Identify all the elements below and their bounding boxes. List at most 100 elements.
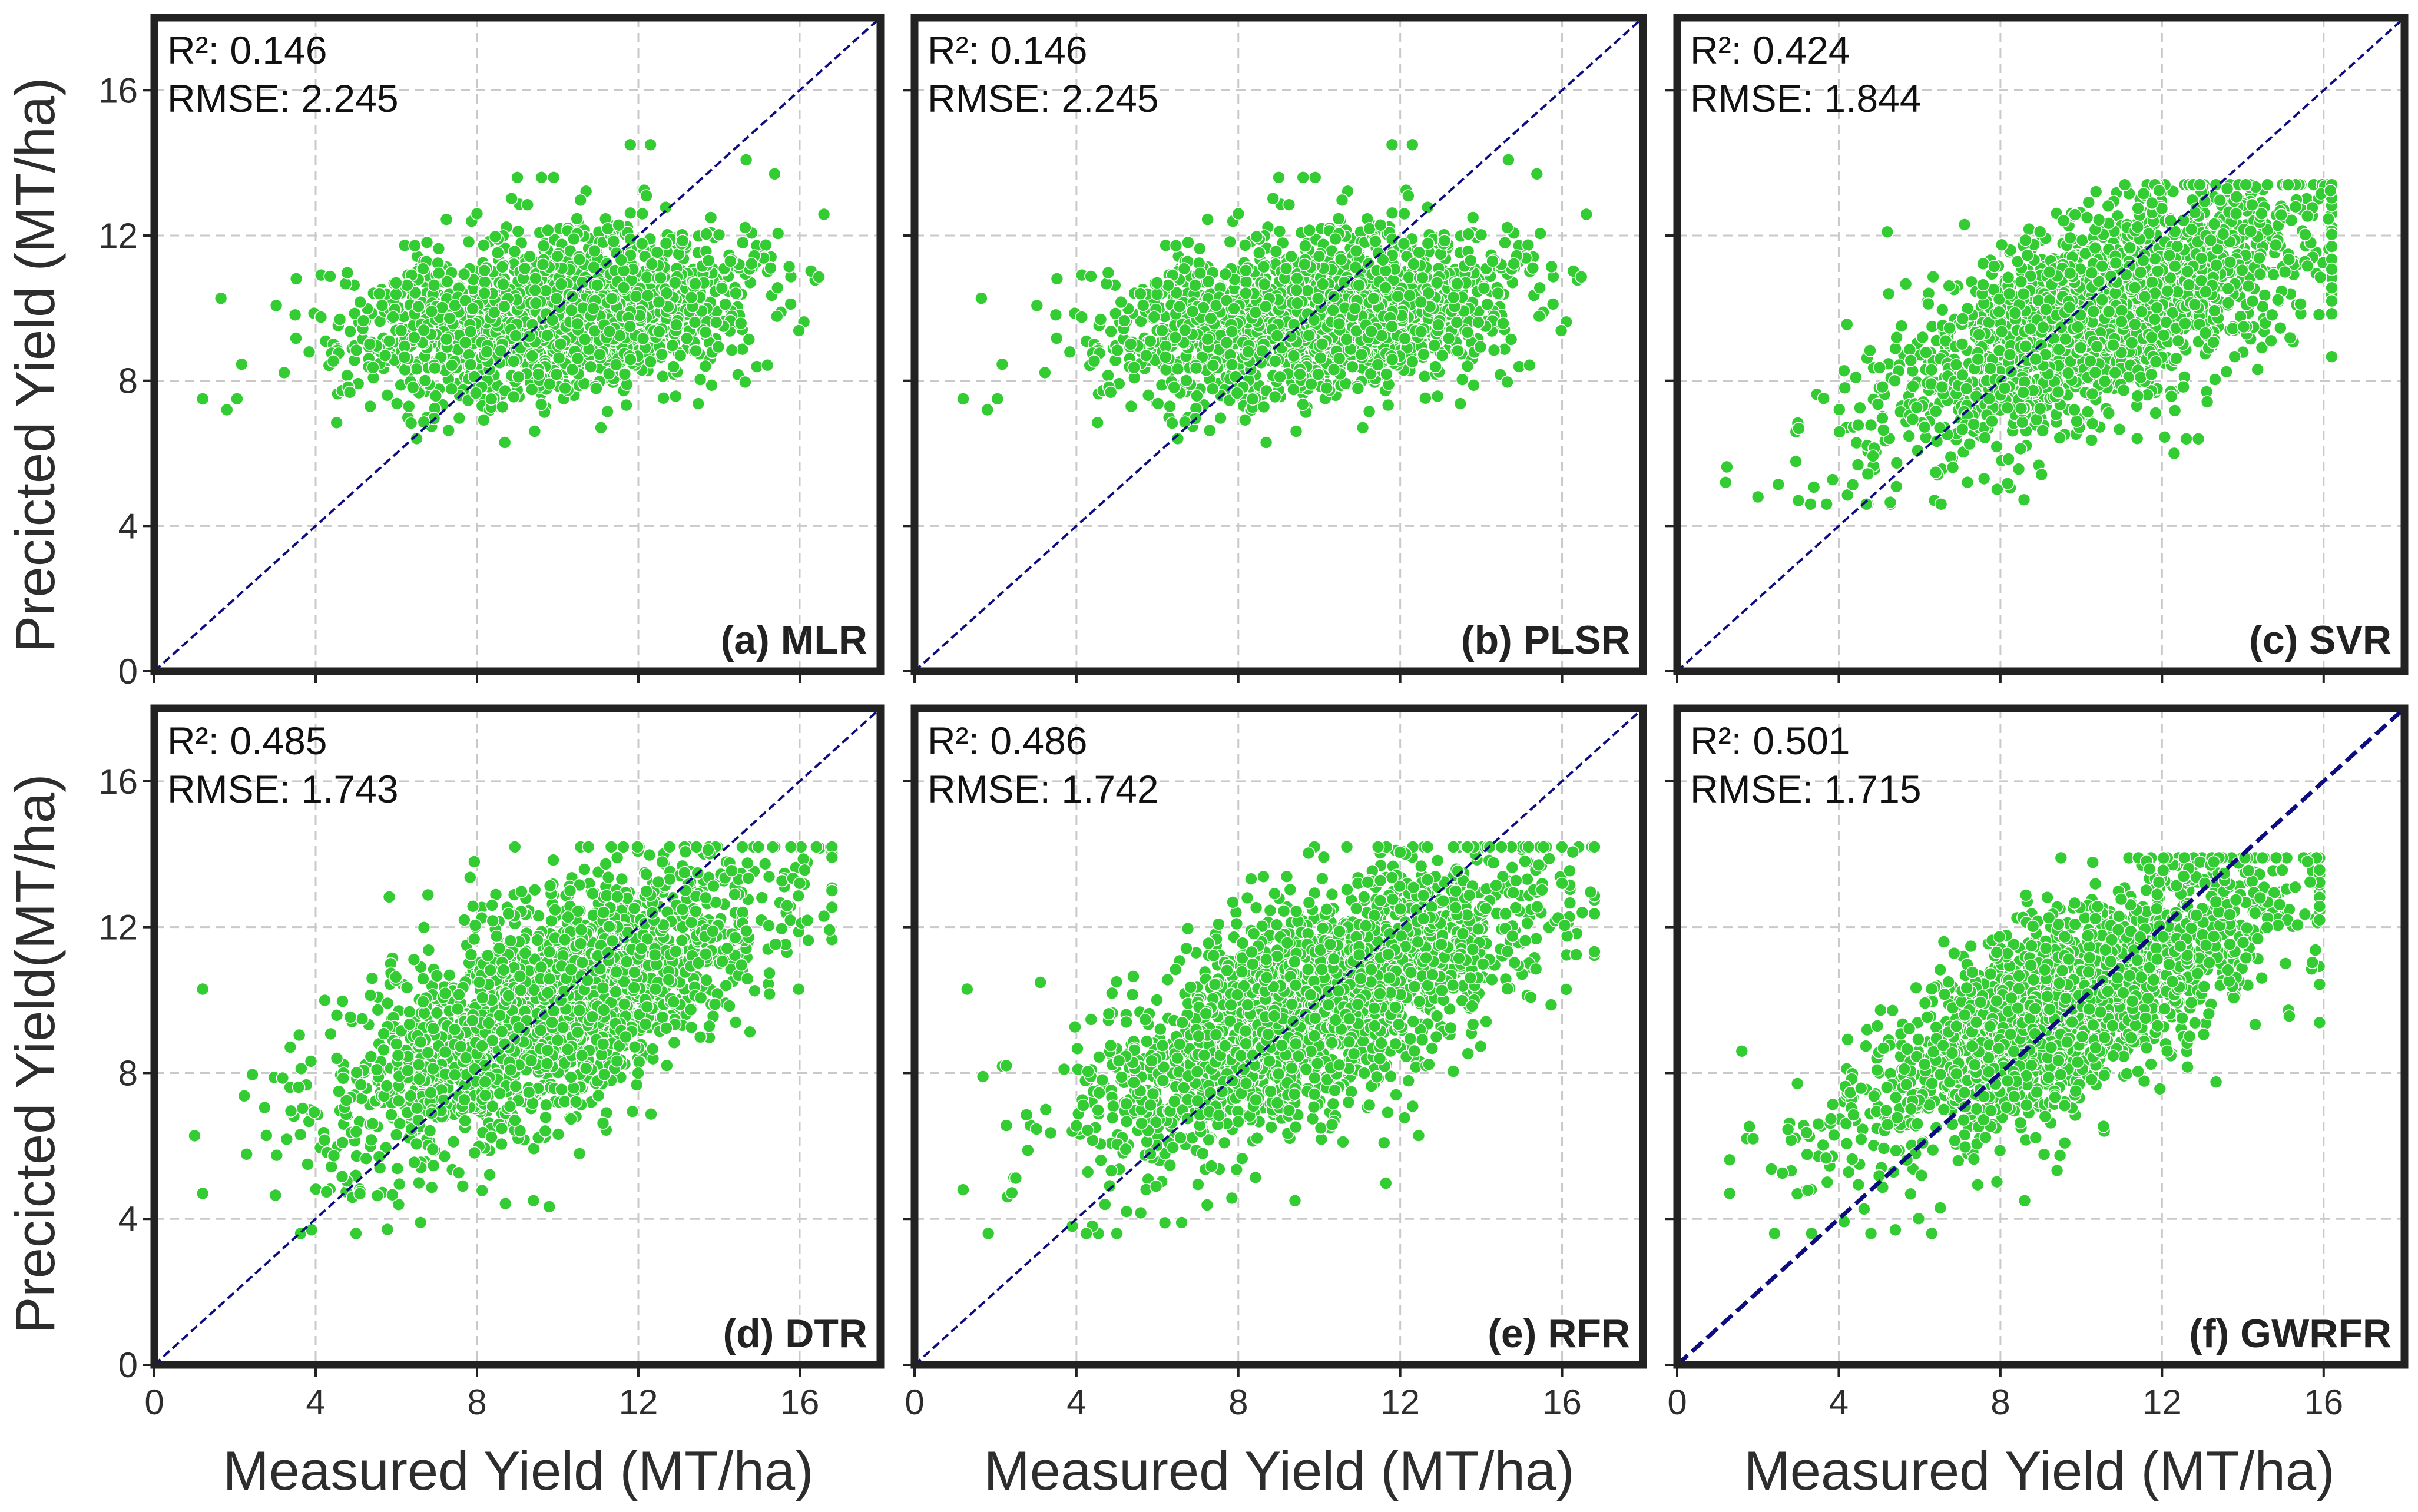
data-point: [1849, 370, 1863, 384]
data-point: [1268, 354, 1282, 368]
data-point: [554, 277, 568, 291]
data-point: [496, 277, 510, 291]
data-point: [688, 316, 702, 329]
data-point: [469, 386, 483, 400]
data-point: [536, 257, 550, 271]
data-point: [1239, 263, 1253, 277]
data-point: [684, 290, 698, 304]
data-point: [463, 357, 478, 372]
data-point: [1385, 138, 1399, 152]
data-point: [1266, 191, 1280, 205]
data-point: [1406, 354, 1419, 369]
data-point: [380, 388, 395, 402]
data-point: [1430, 276, 1444, 290]
data-point: [1398, 331, 1412, 346]
data-point: [1437, 234, 1452, 248]
data-point: [400, 278, 414, 292]
data-point: [551, 250, 565, 263]
data-point: [738, 221, 752, 234]
data-point: [468, 370, 481, 383]
data-point: [1284, 250, 1298, 263]
data-point: [1316, 277, 1330, 291]
data-point: [1141, 388, 1155, 402]
data-point: [1161, 278, 1175, 292]
data-point: [1381, 398, 1395, 412]
data-point: [534, 397, 548, 412]
data-point: [1225, 324, 1239, 339]
data-point: [378, 349, 392, 363]
data-point: [418, 374, 432, 387]
data-point: [1201, 213, 1214, 227]
data-point: [529, 271, 542, 286]
data-point: [975, 291, 988, 305]
data-point: [554, 337, 568, 351]
data-point: [1172, 300, 1187, 314]
data-point: [739, 153, 753, 167]
data-point: [2085, 433, 2098, 447]
data-point: [644, 138, 657, 152]
data-point: [584, 360, 598, 374]
data-point: [445, 359, 459, 372]
data-point: [1491, 286, 1505, 300]
data-point: [518, 261, 532, 276]
data-point: [771, 281, 784, 295]
data-point: [1239, 275, 1253, 289]
data-point: [1268, 390, 1282, 404]
data-point: [1362, 404, 1376, 419]
data-point: [1474, 228, 1488, 242]
data-point: [1201, 332, 1214, 346]
data-point: [1273, 370, 1287, 384]
data-point: [1104, 385, 1118, 399]
data-point: [529, 296, 543, 310]
data-point: [1442, 331, 1456, 346]
data-point: [817, 207, 831, 221]
data-point: [549, 367, 564, 382]
data-point: [1259, 436, 1273, 449]
data-point: [1346, 360, 1359, 374]
data-point: [624, 138, 637, 152]
data-point: [1299, 239, 1312, 253]
data-point: [635, 237, 649, 251]
data-point: [302, 345, 316, 359]
data-point: [1290, 283, 1303, 297]
data-point: [1451, 344, 1465, 358]
data-point: [1151, 397, 1165, 410]
data-point: [1087, 354, 1101, 368]
data-point: [466, 301, 480, 316]
data-point: [1890, 456, 1904, 470]
data-point: [724, 254, 737, 268]
data-point: [1331, 212, 1346, 226]
data-point: [675, 234, 690, 248]
data-point: [408, 330, 421, 344]
data-point: [2130, 432, 2144, 446]
data-point: [1206, 382, 1220, 396]
data-point: [1406, 138, 1419, 152]
data-point: [1402, 189, 1415, 203]
data-point: [1464, 254, 1478, 267]
data-point: [2112, 422, 2126, 436]
data-point: [1118, 314, 1131, 328]
data-point: [528, 425, 542, 438]
data-point: [196, 392, 210, 406]
data-point: [768, 167, 781, 181]
data-point: [1270, 329, 1284, 343]
data-point: [2325, 307, 2338, 321]
data-point: [1049, 308, 1063, 322]
data-point: [478, 286, 491, 300]
data-point: [1502, 153, 1515, 167]
data-point: [593, 347, 607, 362]
data-point: [1533, 227, 1547, 240]
data-point: [1258, 277, 1271, 291]
y-axis-title-top: Precicted Yield (MT/ha): [4, 78, 66, 653]
data-point: [995, 357, 1009, 371]
data-point: [427, 278, 441, 292]
data-point: [1114, 295, 1128, 309]
data-point: [1462, 227, 1475, 241]
data-point: [1167, 380, 1181, 394]
data-point: [1391, 290, 1405, 303]
data-point: [462, 235, 476, 249]
data-point: [410, 362, 423, 376]
data-point: [571, 317, 584, 331]
data-point: [1789, 455, 1803, 469]
data-point: [1075, 310, 1089, 324]
